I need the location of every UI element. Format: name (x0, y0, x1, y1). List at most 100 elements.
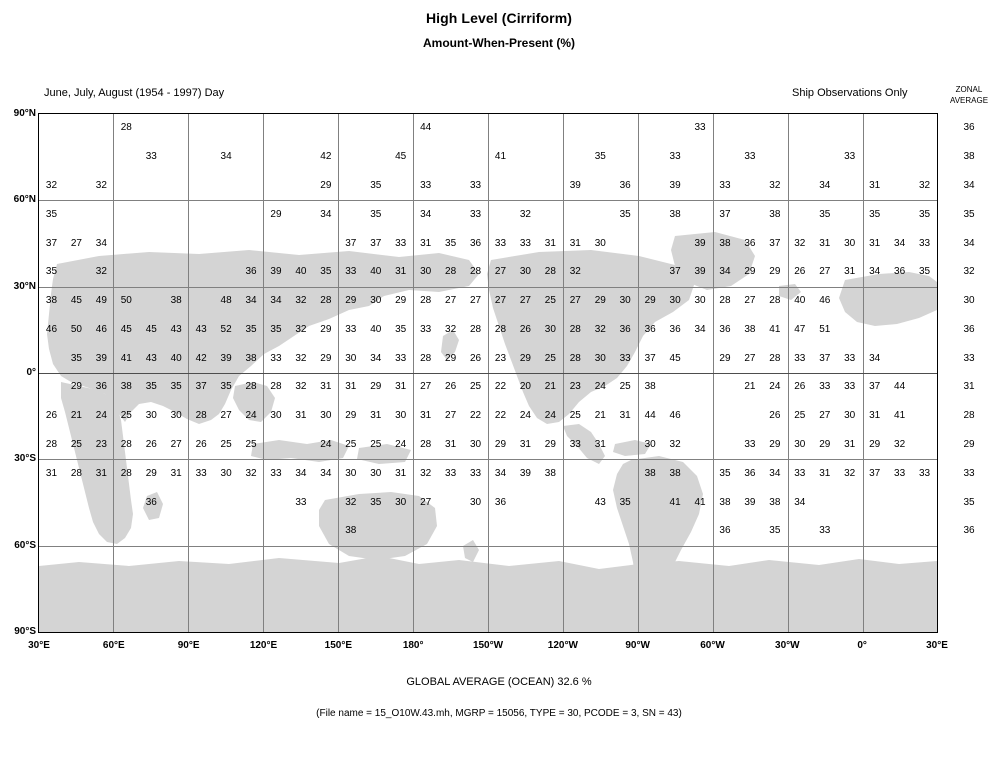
data-cell: 35 (918, 208, 931, 220)
lon-tick-270: 90°W (625, 640, 650, 651)
data-cell: 30 (270, 410, 282, 422)
lat-tick-0: 0° (26, 367, 36, 378)
data-cell: 25 (794, 410, 806, 422)
lon-tick-330: 30°W (775, 640, 800, 651)
lon-tick-150: 150°E (324, 640, 352, 651)
data-cell: 29 (270, 208, 282, 220)
data-cell: 45 (70, 295, 82, 307)
data-cell: 35 (819, 208, 831, 220)
data-cell: 34 (869, 266, 881, 278)
data-cell: 31 (345, 381, 357, 393)
data-cell: 42 (195, 352, 207, 364)
data-cell: 39 (519, 467, 531, 479)
data-cell: 38 (719, 237, 731, 249)
lon-tick-30: 30°E (28, 640, 50, 651)
data-cell: 43 (170, 323, 182, 335)
data-cell: 20 (519, 381, 531, 393)
data-cell: 31 (170, 467, 182, 479)
data-cell: 31 (45, 467, 58, 479)
data-cell: 31 (869, 237, 881, 249)
data-cell: 35 (45, 266, 58, 278)
data-cell: 31 (544, 237, 556, 249)
data-cell: 36 (619, 179, 631, 191)
data-cell: 43 (195, 323, 207, 335)
data-cell: 34 (719, 266, 731, 278)
data-cell: 27 (220, 410, 232, 422)
data-cell: 37 (345, 237, 357, 249)
data-cell: 37 (769, 237, 781, 249)
data-cell: 51 (819, 323, 831, 335)
data-cell: 33 (395, 237, 407, 249)
data-cell: 34 (320, 208, 332, 220)
lon-tick-120: 120°E (249, 640, 278, 651)
data-cell: 40 (794, 295, 806, 307)
data-cell: 36 (95, 381, 107, 393)
data-cell: 31 (420, 410, 432, 422)
gridline-lat-30S (39, 459, 937, 460)
data-cell: 27 (819, 266, 831, 278)
data-cell: 32 (95, 266, 107, 278)
data-cell: 31 (395, 381, 407, 393)
data-cell: 34 (95, 237, 107, 249)
data-cell: 29 (370, 381, 382, 393)
data-cell: 32 (519, 208, 531, 220)
data-cell: 43 (145, 352, 157, 364)
data-cell: 32 (918, 179, 931, 191)
data-cell: 46 (819, 295, 831, 307)
season-period-label: June, July, August (1954 - 1997) Day (44, 87, 225, 99)
data-cell: 32 (420, 467, 432, 479)
data-cell: 35 (270, 323, 282, 335)
data-cell: 28 (120, 467, 132, 479)
data-cell: 43 (594, 496, 606, 508)
data-cell: 29 (395, 295, 407, 307)
data-cell: 34 (220, 151, 232, 163)
data-cell: 30 (395, 410, 407, 422)
data-cell: 33 (519, 237, 531, 249)
data-cell: 33 (469, 179, 482, 191)
data-cell: 40 (295, 266, 307, 278)
data-cell: 49 (95, 295, 107, 307)
data-cell: 37 (719, 208, 731, 220)
data-cell: 24 (519, 410, 531, 422)
data-cell: 38 (170, 295, 182, 307)
data-cell: 25 (569, 410, 581, 422)
data-cell: 28 (120, 122, 132, 134)
data-cell: 29 (345, 295, 357, 307)
data-cell: 22 (494, 410, 507, 422)
data-cell: 32 (769, 179, 781, 191)
data-cell: 40 (370, 323, 382, 335)
data-cell: 28 (769, 295, 781, 307)
world-map-plot (38, 113, 938, 633)
data-cell: 38 (769, 496, 781, 508)
zonal-average-value: 35 (963, 496, 975, 508)
data-cell: 31 (569, 237, 581, 249)
data-cell: 35 (220, 381, 232, 393)
data-cell: 52 (220, 323, 232, 335)
data-cell: 31 (869, 410, 881, 422)
zonal-average-value: 38 (963, 151, 975, 163)
data-cell: 35 (769, 525, 781, 537)
data-cell: 50 (120, 295, 132, 307)
data-cell: 30 (844, 237, 856, 249)
data-cell: 38 (644, 467, 656, 479)
data-cell: 36 (145, 496, 157, 508)
lon-tick-210: 150°W (472, 640, 504, 651)
data-cell: 28 (120, 438, 132, 450)
data-cell: 42 (320, 151, 332, 163)
data-cell: 35 (918, 266, 931, 278)
gridline-lat-0 (39, 373, 937, 374)
data-cell: 28 (569, 323, 581, 335)
data-cell: 27 (744, 295, 756, 307)
data-cell: 41 (769, 323, 781, 335)
data-cell: 35 (869, 208, 881, 220)
data-cell: 31 (320, 381, 332, 393)
data-cell: 30 (544, 323, 556, 335)
data-cell: 21 (594, 410, 606, 422)
data-cell: 33 (395, 352, 407, 364)
data-cell: 33 (819, 381, 831, 393)
data-cell: 32 (45, 179, 58, 191)
global-average-label: GLOBAL AVERAGE (OCEAN) 32.6 % (406, 676, 592, 688)
zonal-average-value: 36 (963, 122, 975, 134)
data-cell: 26 (145, 438, 157, 450)
data-cell: 36 (469, 237, 482, 249)
